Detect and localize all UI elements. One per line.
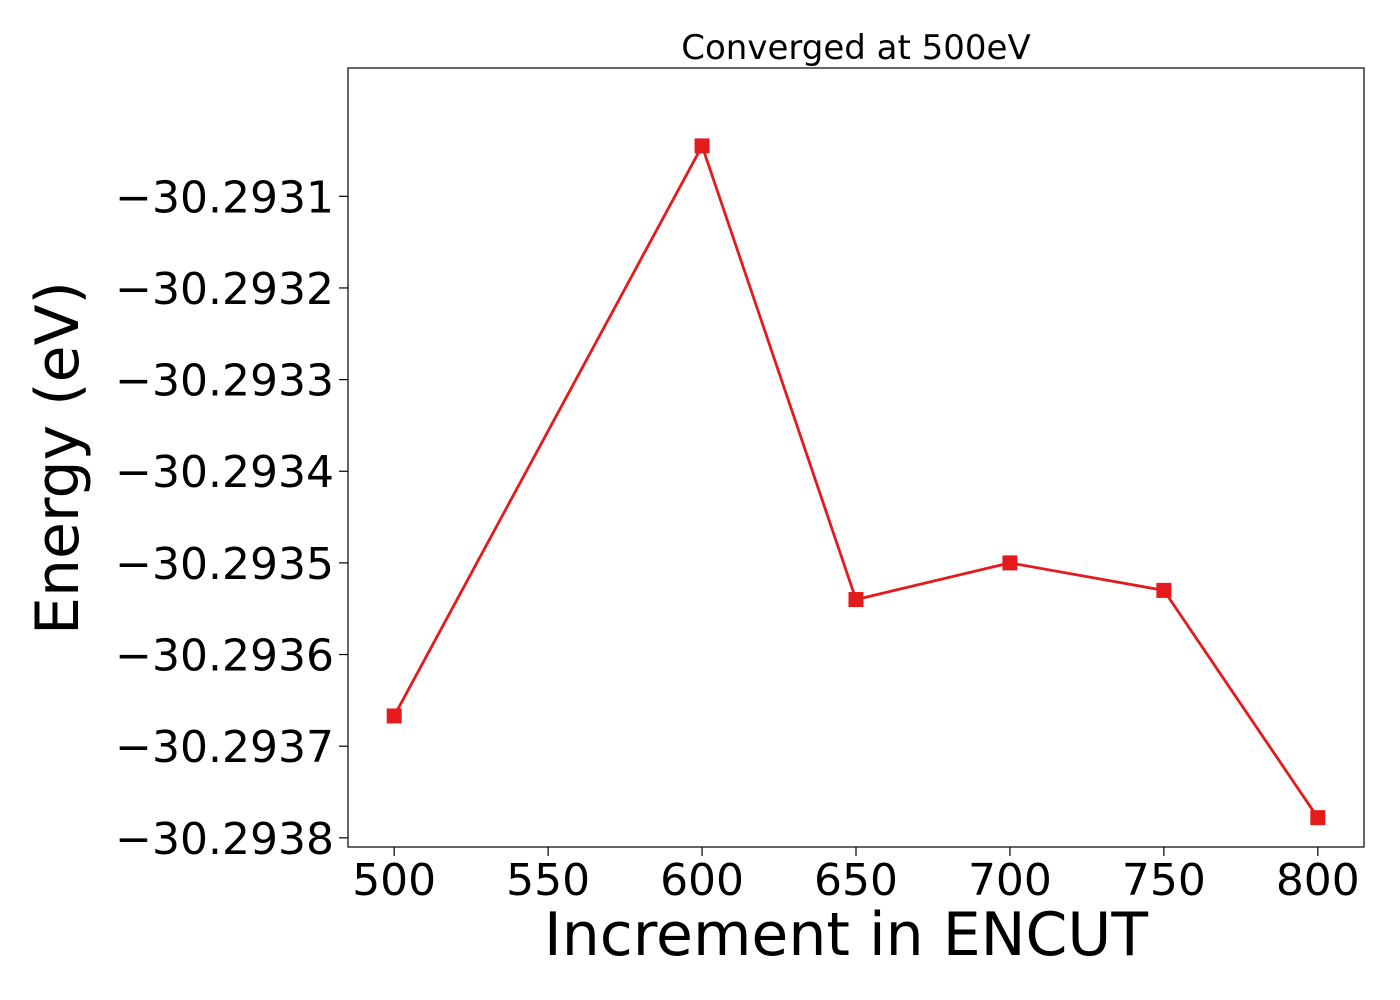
data-point-marker	[386, 708, 402, 724]
y-tick-label: −30.2932	[115, 264, 334, 315]
y-tick-label: −30.2934	[115, 447, 334, 498]
x-tick-label: 500	[352, 855, 436, 906]
plot-area-frame	[347, 67, 1365, 848]
data-point-marker	[694, 138, 710, 154]
x-tick-label: 600	[660, 855, 744, 906]
y-tick-label: −30.2938	[115, 814, 334, 865]
data-point-marker	[1310, 810, 1326, 826]
x-tick-label: 800	[1276, 855, 1360, 906]
series-layer	[386, 138, 1326, 826]
x-axis-title: Increment in ENCUT	[544, 900, 1148, 970]
data-point-marker	[1002, 555, 1018, 571]
x-axis-ticks: 500 550 600 650 700 750 800	[352, 847, 1360, 906]
y-tick-label: −30.2936	[115, 631, 334, 682]
data-point-marker	[1156, 582, 1172, 598]
y-axis-title: Energy (eV)	[23, 281, 93, 635]
y-tick-label: −30.2935	[115, 539, 334, 590]
data-point-marker	[848, 592, 864, 608]
y-axis-ticks: −30.2931 −30.2932 −30.2933 −30.2934 −30.2935…	[115, 172, 348, 865]
y-tick-label: −30.2937	[115, 722, 334, 773]
y-tick-label: −30.2933	[115, 356, 334, 407]
chart-title: Converged at 500eV	[681, 28, 1030, 68]
x-tick-label: 750	[1122, 855, 1206, 906]
x-tick-label: 700	[968, 855, 1052, 906]
y-tick-label: −30.2931	[115, 172, 334, 223]
x-tick-label: 650	[814, 855, 898, 906]
x-tick-label: 550	[506, 855, 590, 906]
series-line	[392, 144, 1319, 819]
